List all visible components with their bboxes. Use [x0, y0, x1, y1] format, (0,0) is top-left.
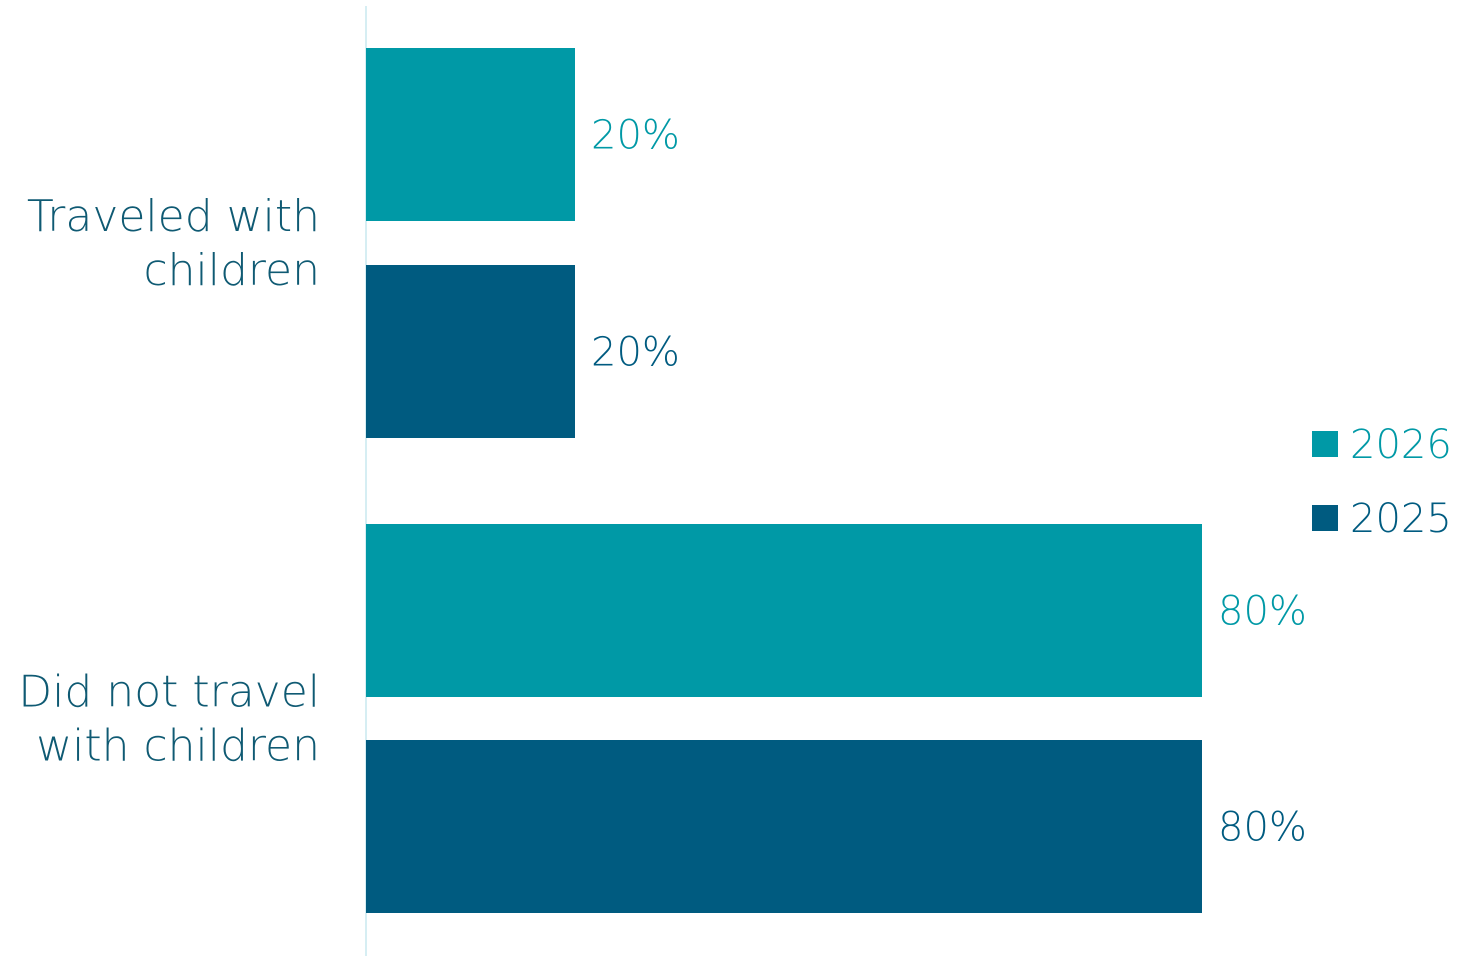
legend-swatch-2025: [1312, 505, 1338, 531]
bar-2026-cat-1: [366, 524, 1202, 697]
category-label-1-line-1: with children: [36, 721, 320, 772]
data-label-2026-cat-1: 80%: [1218, 589, 1307, 635]
legend-swatch-2026: [1312, 431, 1338, 457]
data-label-2025-cat-1: 80%: [1218, 805, 1307, 851]
data-label-2025-cat-0: 20%: [591, 330, 680, 376]
bar-2025-cat-0: [366, 265, 575, 438]
category-label-0-line-1: children: [143, 245, 320, 296]
data-label-2026-cat-0: 20%: [591, 113, 680, 159]
legend-label-2025: 2025: [1350, 496, 1452, 542]
legend-label-2026: 2026: [1350, 422, 1452, 468]
bar-2026-cat-0: [366, 48, 575, 221]
category-label-1-line-0: Did not travel: [18, 667, 320, 718]
category-label-0-line-0: Traveled with: [27, 191, 320, 242]
bar-2025-cat-1: [366, 740, 1202, 913]
